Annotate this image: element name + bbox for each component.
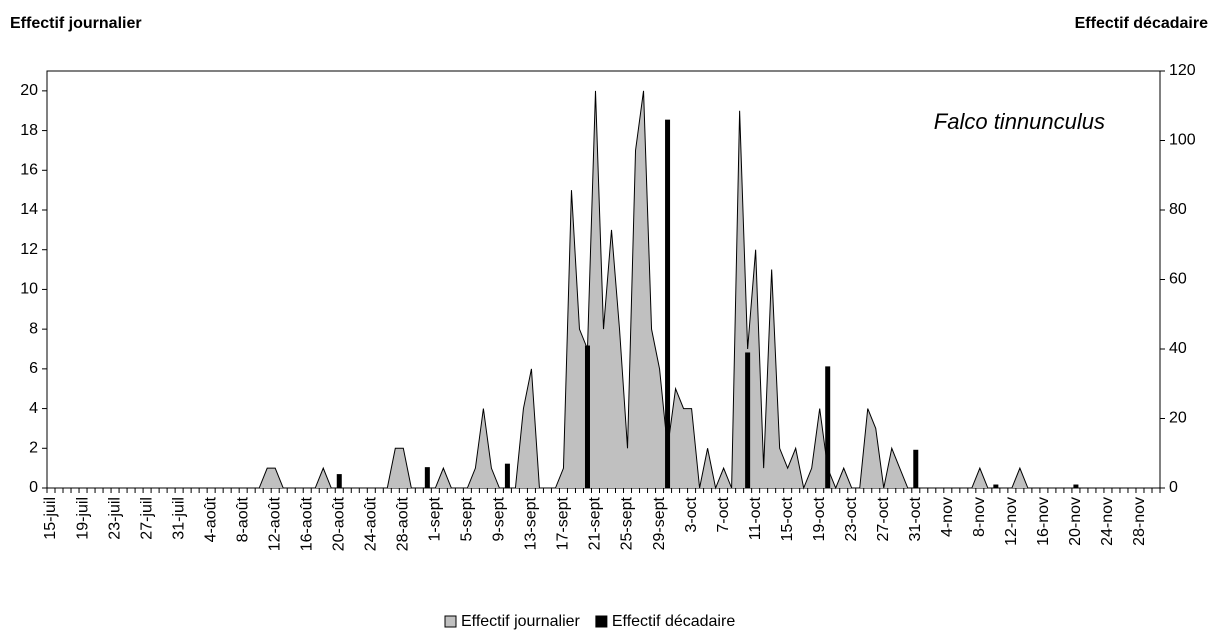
bar: [1073, 484, 1079, 488]
x-tick-label: 31-juil: [170, 497, 187, 540]
x-tick-label: 20-août: [330, 496, 347, 551]
y-tick-label: 6: [29, 360, 38, 377]
bar: [584, 345, 590, 488]
y-tick-label: 2: [29, 440, 38, 457]
x-tick-label: 4-août: [202, 496, 219, 542]
x-tick-label: 29-sept: [651, 496, 668, 550]
y2-tick-label: 80: [1169, 201, 1187, 218]
bar: [336, 474, 342, 488]
x-tick-label: 15-oct: [779, 496, 796, 541]
x-tick-label: 24-août: [363, 496, 380, 551]
y-tick-label: 8: [29, 320, 38, 337]
x-tick-label: 8-nov: [971, 497, 988, 537]
y-tick-label: 16: [20, 162, 38, 179]
x-tick-label: 23-juil: [106, 497, 123, 540]
x-tick-label: 15-juil: [42, 497, 59, 540]
x-tick-label: 4-nov: [939, 497, 956, 537]
legend-swatch: [444, 615, 457, 628]
annotation: Falco tinnunculus: [934, 109, 1105, 134]
x-tick-label: 23-oct: [843, 496, 860, 541]
x-tick-label: 31-oct: [907, 496, 924, 541]
y2-axis-title: Effectif décadaire: [1075, 15, 1208, 32]
y-tick-label: 10: [20, 281, 38, 298]
area: [51, 90, 1156, 488]
x-tick-label: 24-nov: [1099, 497, 1116, 546]
bar: [504, 463, 510, 488]
x-tick-label: 20-nov: [1067, 497, 1084, 546]
y2-tick-label: 120: [1169, 62, 1196, 79]
x-tick-label: 21-sept: [587, 496, 604, 550]
y-tick-label: 20: [20, 82, 38, 99]
y-axis-title: Effectif journalier: [10, 15, 142, 32]
bar: [913, 449, 919, 488]
x-tick-label: 19-juil: [74, 497, 91, 540]
y-tick-label: 4: [29, 400, 38, 417]
x-tick-label: 9-sept: [491, 496, 508, 541]
bar: [825, 366, 831, 488]
y2-tick-label: 60: [1169, 271, 1187, 288]
bar: [424, 467, 430, 488]
y2-tick-label: 40: [1169, 340, 1187, 357]
x-tick-label: 12-août: [266, 496, 283, 551]
bar: [993, 484, 999, 488]
x-tick-label: 17-sept: [555, 496, 572, 550]
y-tick-label: 12: [20, 241, 38, 258]
x-tick-label: 3-oct: [683, 496, 700, 532]
y2-tick-label: 100: [1169, 132, 1196, 149]
legend-label: Effectif journalier: [461, 613, 581, 630]
y-tick-label: 0: [29, 479, 38, 496]
y2-tick-label: 0: [1169, 479, 1178, 496]
x-tick-label: 1-sept: [427, 496, 444, 541]
x-tick-label: 13-sept: [523, 496, 540, 550]
x-tick-label: 25-sept: [619, 496, 636, 550]
bar: [665, 119, 671, 489]
x-tick-label: 8-août: [234, 496, 251, 542]
x-tick-label: 11-oct: [747, 496, 764, 540]
area-outline: [51, 90, 1156, 490]
y-tick-label: 14: [20, 201, 38, 218]
x-tick-label: 12-nov: [1003, 497, 1020, 546]
x-tick-label: 27-juil: [138, 497, 155, 540]
bar: [745, 352, 751, 488]
x-tick-label: 16-août: [298, 496, 315, 551]
legend-swatch: [595, 615, 608, 628]
x-tick-label: 28-août: [395, 496, 412, 551]
x-tick-label: 28-nov: [1131, 497, 1148, 546]
y2-tick-label: 20: [1169, 410, 1187, 427]
x-tick-label: 19-oct: [811, 496, 828, 541]
x-tick-label: 5-sept: [459, 496, 476, 541]
x-tick-label: 7-oct: [715, 496, 732, 532]
x-tick-label: 27-oct: [875, 496, 892, 541]
x-tick-label: 16-nov: [1035, 497, 1052, 546]
legend-label: Effectif décadaire: [612, 613, 735, 630]
y-tick-label: 18: [20, 122, 38, 139]
